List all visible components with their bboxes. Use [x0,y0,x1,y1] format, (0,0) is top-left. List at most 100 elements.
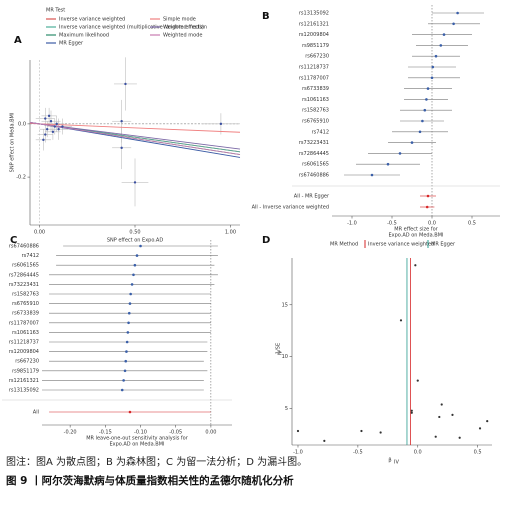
row-label: rs13135092 [299,11,329,17]
row-label: rs1582763 [302,108,329,114]
legend-label: Simple mode [163,17,196,23]
legend-label: Inverse variance weighted [368,242,434,248]
x-tick-label: -0.15 [99,430,112,436]
estimate [370,173,374,177]
estimate [122,379,125,382]
legend-title: MR Method [330,242,358,248]
estimate [133,263,137,267]
estimate [430,76,434,80]
point [486,420,489,423]
estimate [426,87,430,90]
estimate [386,162,390,166]
regression-line [29,123,241,133]
y-tick-label: 5 [285,406,288,412]
point [47,114,51,118]
estimate [120,388,124,392]
point [434,435,437,438]
y-axis-label: 1/SE [276,343,282,354]
row-label: rs73223431 [9,282,39,288]
point [49,120,53,123]
point [55,122,58,126]
point [53,125,57,128]
point [120,146,123,150]
row-label: All - MR Egger [294,194,330,200]
x-tick-label: 0.00 [205,430,216,436]
x-tick-label: -0.10 [134,430,147,436]
estimate [425,205,429,209]
estimate [442,33,446,36]
row-label: All [33,410,39,416]
row-label: All - Inverse variance weighted [252,205,329,211]
row-label: rs6733839 [302,86,329,92]
x-tick-label: -1.0 [293,450,303,456]
panel-letter: D [262,235,270,246]
point [416,379,419,382]
row-label: rs72864445 [9,272,39,278]
estimate [124,359,128,363]
x-axis-label: SNP effect on Expo.AD [107,238,164,244]
estimate [128,410,132,414]
estimate [410,141,414,144]
point [44,133,47,136]
point [61,125,64,128]
row-label: rs12161321 [299,21,329,27]
point [440,403,443,406]
estimate [418,130,422,134]
row-label: rs67460886 [299,173,329,179]
point [360,429,363,433]
estimate [423,108,427,112]
estimate [456,11,459,15]
panel-letter: B [262,11,270,22]
regression-line [29,121,241,156]
x-tick-label: -0.05 [169,430,182,436]
estimate [127,311,131,315]
y-axis-label: SNP effect on Meda.BMI [10,113,16,173]
panel-letter: C [10,235,17,246]
estimate [129,292,132,296]
legend-label: Weighted mode [163,33,202,39]
row-label: rs6765910 [12,301,39,307]
row-label: rs7412 [22,253,39,259]
x-tick-label: -0.20 [64,430,77,436]
x-tick-label: -1.0 [347,221,357,227]
legend-label: Weighted median [163,25,207,31]
row-label: rs12009804 [299,32,329,38]
point [438,415,441,419]
x-tick-label: 0.0 [414,450,422,456]
estimate [125,340,129,344]
point [219,122,223,126]
row-label: rs11787007 [299,75,329,81]
row-label: rs6061565 [12,263,39,269]
row-label: rs12009804 [9,349,39,355]
row-label: rs12161321 [9,378,39,384]
point [296,429,300,433]
row-label: rs1061163 [12,330,39,336]
estimate [126,331,130,334]
estimate [425,98,428,101]
estimate [135,254,139,257]
x-axis-label: β [388,458,391,464]
legend-label: Inverse variance weighted [59,17,125,23]
estimate [398,152,402,155]
point [323,439,326,442]
row-label: rs1061163 [302,97,329,103]
row-label: rs13135092 [9,388,39,394]
estimate [426,194,430,198]
x-tick-label: 0.0 [428,221,436,227]
row-label: rs667230 [15,359,39,365]
y-tick-label: -0.2 [16,175,26,181]
legend-label: Maximum likelihood [59,33,109,39]
estimate [132,273,135,277]
x-axis-label: MR effect size for [394,227,438,233]
point [45,127,49,131]
estimate [125,350,128,353]
row-label: rs11218737 [9,340,39,346]
x-axis-label: Expo.AD on Meda.BMI [110,442,165,448]
point [399,319,403,322]
x-tick-label: -0.5 [353,450,363,456]
caption-title: 图 9 丨阿尔茨海默病与体质量指数相关性的孟德尔随机化分析 [6,474,294,487]
estimate [434,54,438,58]
x-axis-label: Expo.AD on Meda.BMI [389,233,444,239]
